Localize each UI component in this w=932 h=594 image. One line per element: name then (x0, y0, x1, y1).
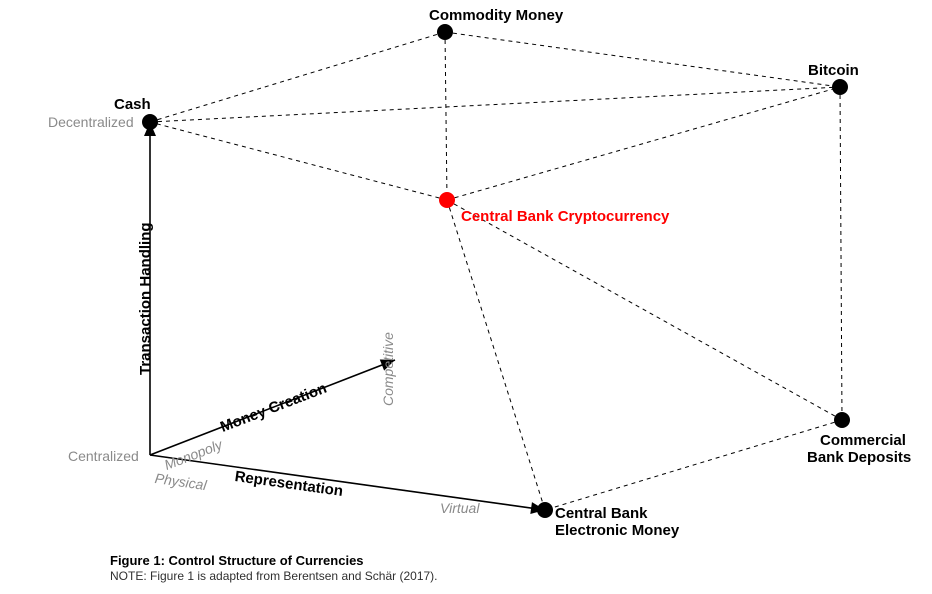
label-cbem-line1: Central Bank (555, 505, 648, 522)
label-cbc: Central Bank Cryptocurrency (461, 208, 669, 225)
label-commercial-line2: Bank Deposits (807, 449, 911, 466)
label-commodity: Commodity Money (429, 7, 563, 24)
label-centralized: Centralized (68, 448, 139, 464)
label-decentralized: Decentralized (48, 114, 134, 130)
label-virtual: Virtual (440, 500, 479, 516)
figure-caption-note: NOTE: Figure 1 is adapted from Berentsen… (110, 570, 438, 584)
label-commercial-line1: Commercial (820, 432, 906, 449)
label-competitive: Competitive (380, 332, 396, 406)
figure-caption-title: Figure 1: Control Structure of Currencie… (110, 554, 364, 569)
label-cash: Cash (114, 96, 151, 113)
label-bitcoin: Bitcoin (808, 62, 859, 79)
axis-transaction-handling: Transaction Handling (137, 222, 154, 375)
label-cbem-line2: Electronic Money (555, 522, 679, 539)
